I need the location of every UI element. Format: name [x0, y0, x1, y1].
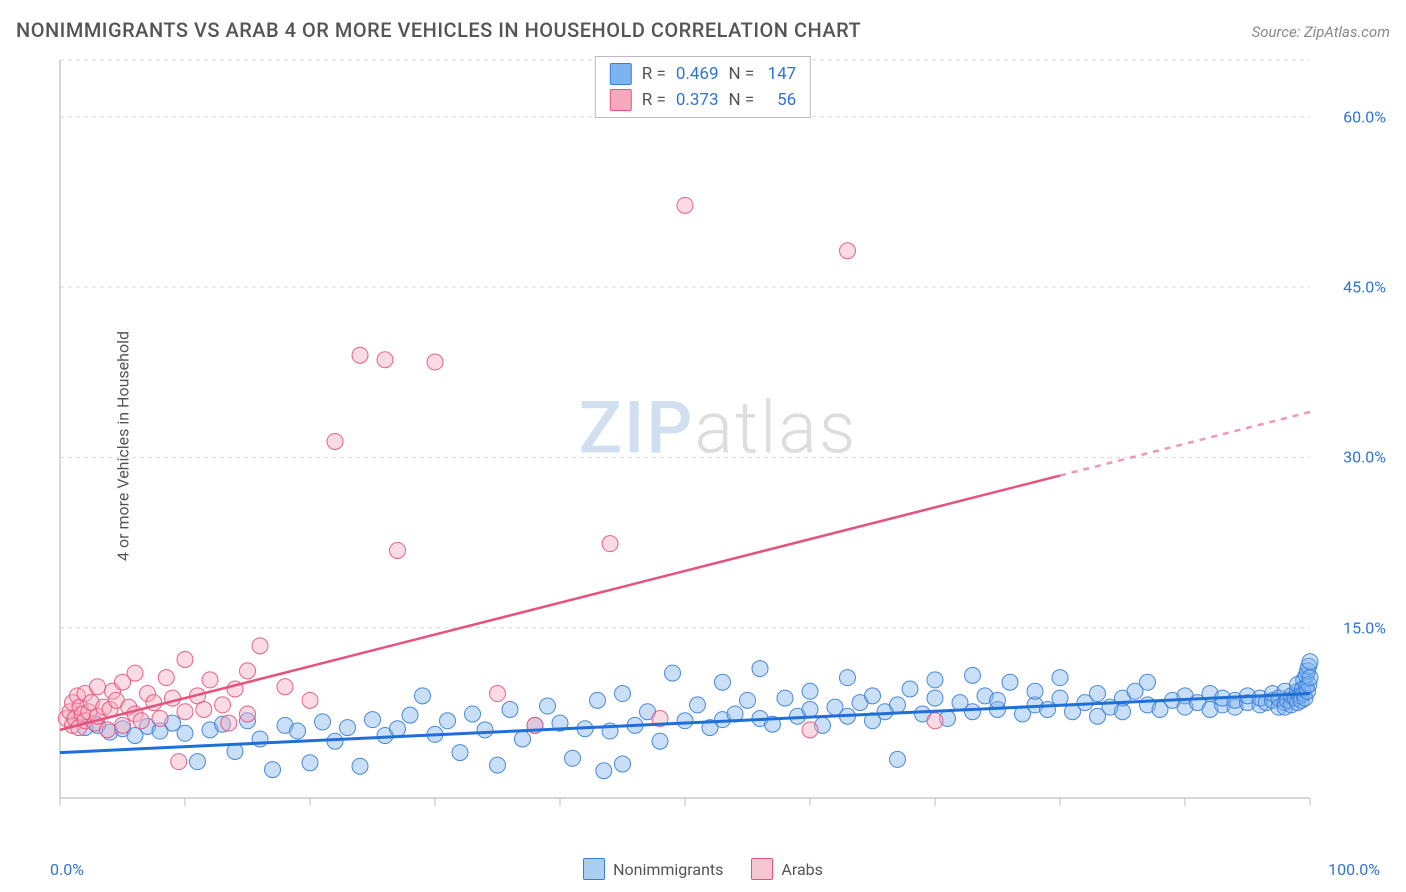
legend-n-label: N = — [729, 64, 755, 84]
series-legend: Nonimmigrants Arabs — [583, 858, 823, 880]
x-axis-legend: 0.0% Nonimmigrants Arabs 100.0% — [0, 858, 1406, 880]
legend-r-value: 0.469 — [676, 64, 719, 84]
legend-label: Arabs — [781, 860, 823, 879]
source-label: Source: ZipAtlas.com — [1252, 23, 1390, 41]
legend-swatch — [583, 858, 605, 880]
scatter-chart — [50, 54, 1386, 834]
legend-n-label: N = — [729, 90, 755, 110]
legend-swatch — [610, 89, 632, 111]
legend-swatch — [751, 858, 773, 880]
y-tick-label: 45.0% — [1339, 278, 1386, 297]
y-tick-label: 60.0% — [1339, 107, 1386, 126]
legend-r-value: 0.373 — [676, 90, 719, 110]
x-tick-min: 0.0% — [50, 860, 84, 879]
x-tick-max: 100.0% — [1328, 860, 1380, 879]
correlation-legend: R = 0.469 N = 147 R = 0.373 N = 56 — [595, 56, 811, 118]
legend-label: Nonimmigrants — [613, 860, 723, 879]
legend-r-label: R = — [642, 64, 666, 84]
legend-item: Arabs — [751, 858, 823, 880]
legend-n-value: 56 — [764, 90, 796, 110]
y-tick-label: 30.0% — [1339, 448, 1386, 467]
legend-swatch — [610, 63, 632, 85]
legend-r-label: R = — [642, 90, 666, 110]
chart-title: NONIMMIGRANTS VS ARAB 4 OR MORE VEHICLES… — [16, 18, 861, 42]
legend-n-value: 147 — [764, 64, 796, 84]
chart-area: ZIPatlas 15.0%30.0%45.0%60.0% — [50, 54, 1386, 834]
legend-item: Nonimmigrants — [583, 858, 723, 880]
y-tick-label: 15.0% — [1339, 618, 1386, 637]
